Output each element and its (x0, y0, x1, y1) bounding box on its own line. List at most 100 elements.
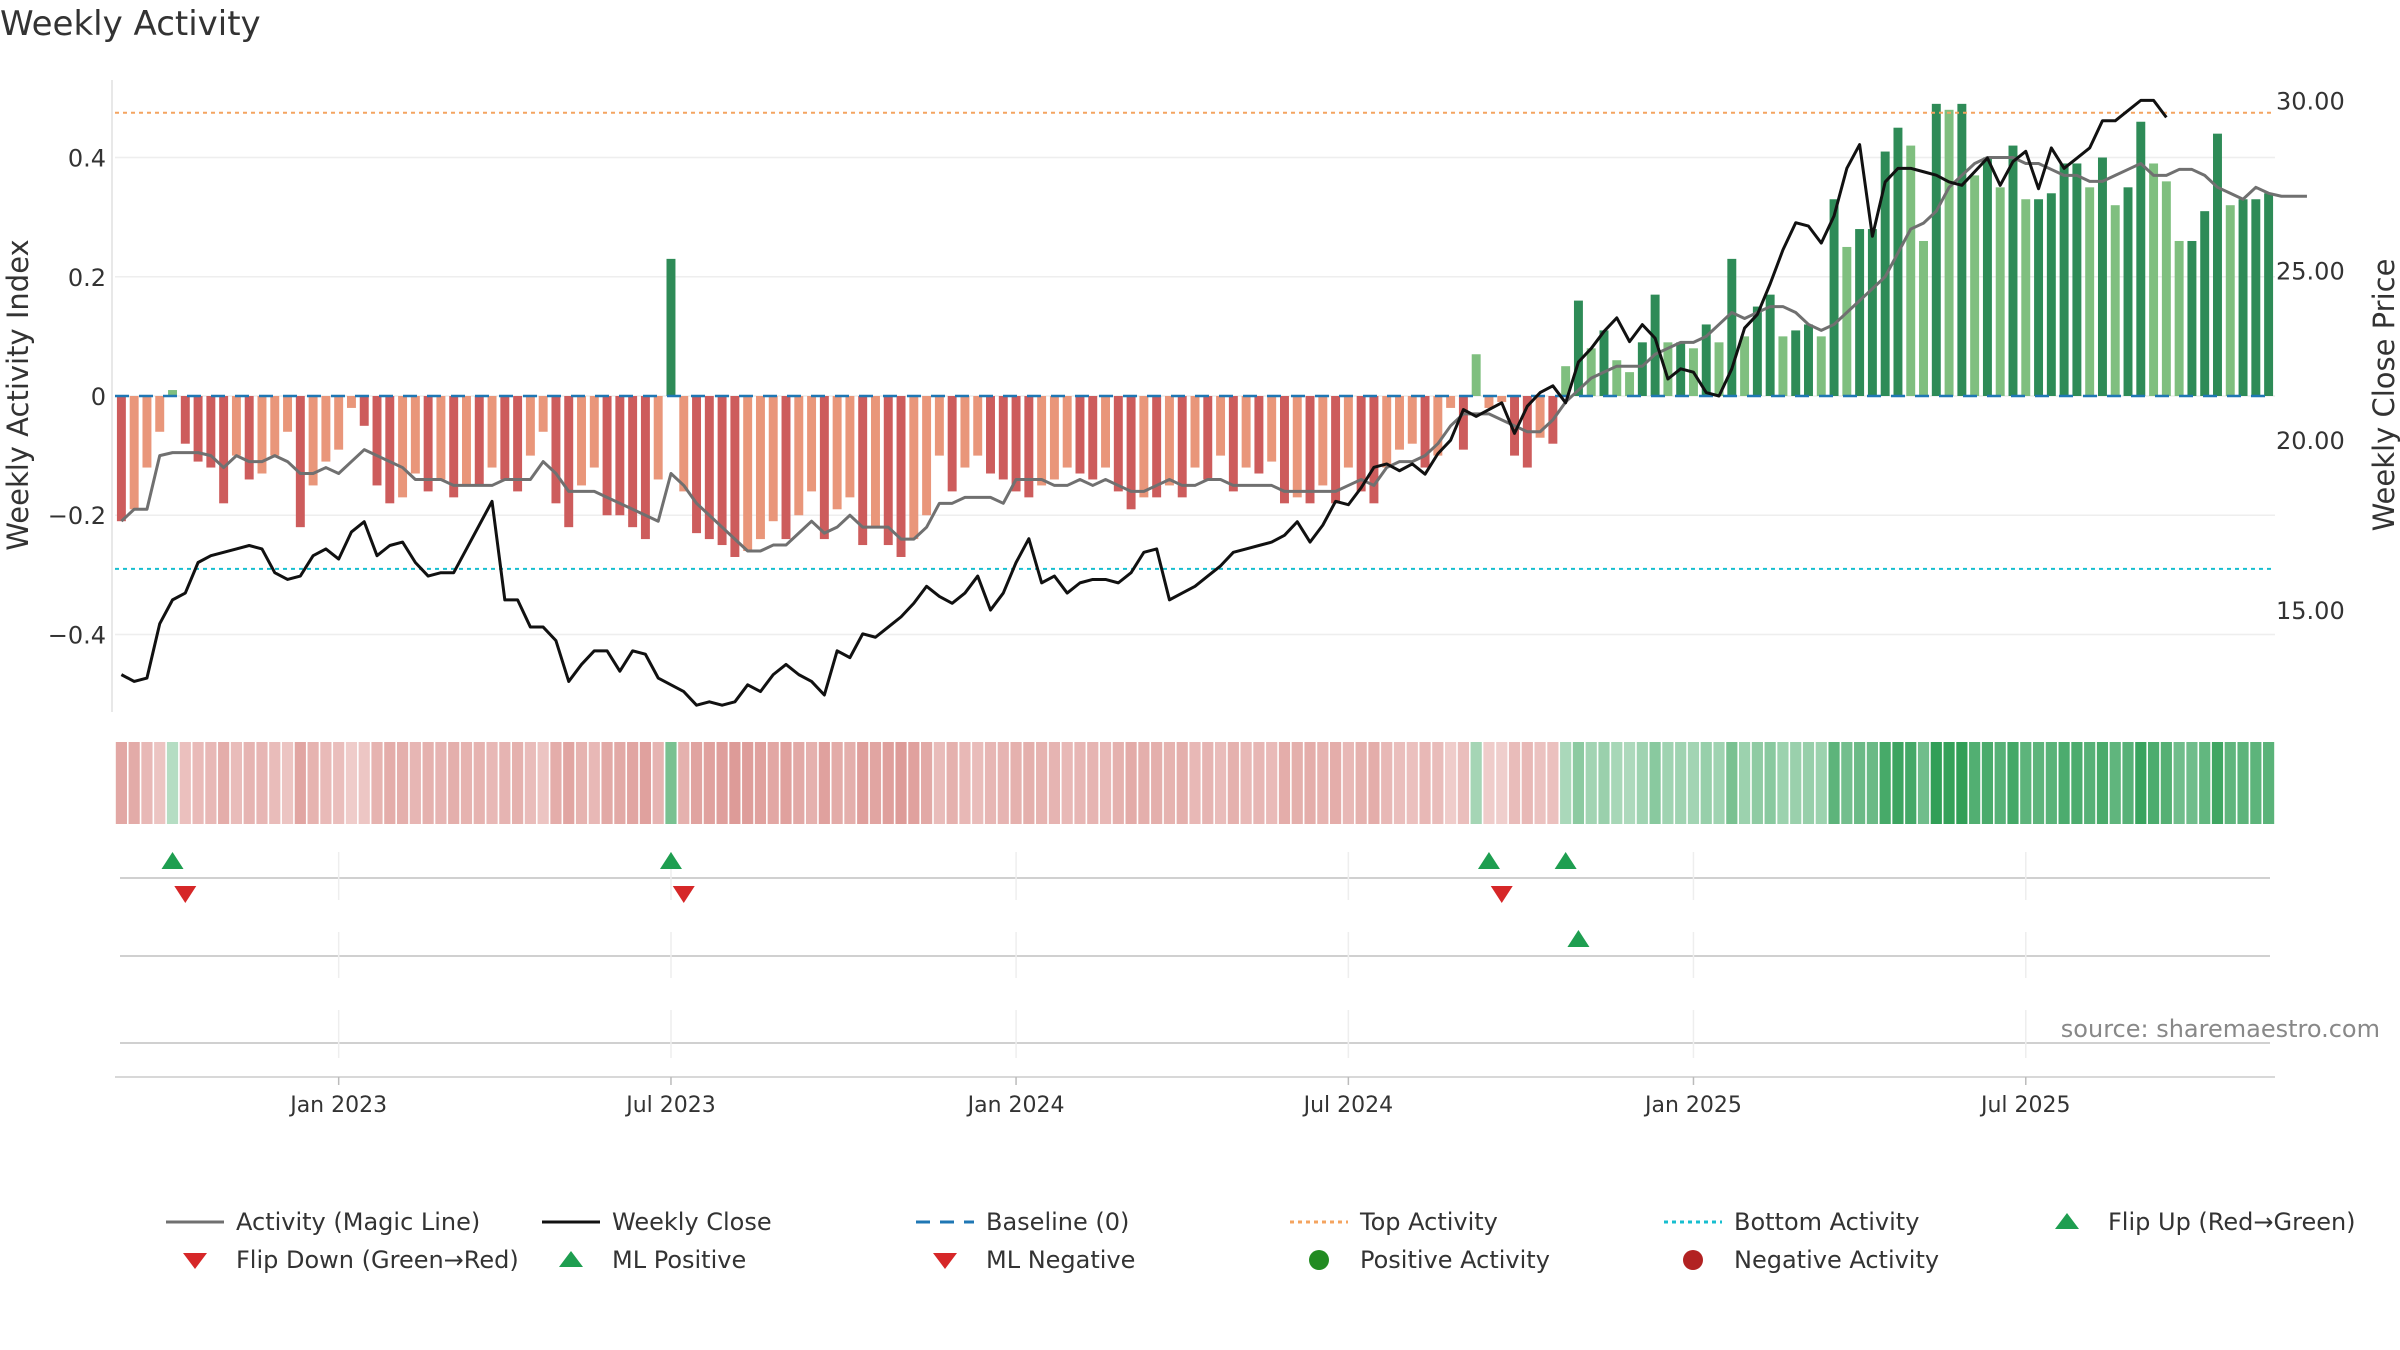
activity-bar (666, 258, 676, 396)
activity-bar (934, 396, 944, 456)
activity-bar (1982, 157, 1992, 396)
activity-bar (755, 396, 765, 540)
activity-strip-cell (2071, 742, 2083, 824)
activity-strip-cell (959, 742, 971, 824)
activity-bar (1241, 396, 1251, 468)
activity-bar (257, 396, 267, 474)
activity-strip-cell (1726, 742, 1738, 824)
activity-bar (2225, 205, 2235, 396)
activity-bar (1331, 396, 1341, 504)
activity-bar (1139, 396, 1149, 498)
activity-strip-cell (1304, 742, 1316, 824)
activity-bar (2200, 211, 2210, 396)
activity-strip-cell (742, 742, 754, 824)
activity-bar (551, 396, 561, 504)
activity-strip-cell (371, 742, 383, 824)
activity-strip-cell (537, 742, 549, 824)
activity-bar (1625, 372, 1635, 396)
activity-strip-cell (1355, 742, 1367, 824)
activity-strip-cell (780, 742, 792, 824)
activity-strip-cell (2263, 742, 2275, 824)
activity-strip-cell (2250, 742, 2262, 824)
activity-strip-cell (639, 742, 652, 824)
activity-bar (359, 396, 369, 426)
legend-item-close: Weekly Close (540, 1208, 772, 1236)
activity-strip-cell (1099, 742, 1112, 824)
activity-strip-cell (869, 742, 882, 824)
activity-strip-cell (1981, 742, 1994, 824)
activity-strip-cell (1905, 742, 1917, 824)
activity-bar (922, 396, 932, 516)
activity-strip-cell (115, 742, 127, 824)
legend-item-bottom: Bottom Activity (1662, 1208, 1919, 1236)
activity-bar (129, 396, 139, 510)
activity-bar (1663, 342, 1673, 396)
circle-icon (1309, 1250, 1329, 1270)
legend-label: ML Positive (612, 1246, 747, 1274)
activity-bar (436, 396, 446, 480)
legend-item-magic: Activity (Magic Line) (164, 1208, 480, 1236)
activity-bar (1318, 396, 1328, 486)
y2-axis-label: Weekly Close Price (2367, 259, 2400, 532)
activity-strip-cell (345, 742, 358, 824)
activity-strip-cell (409, 742, 421, 824)
activity-strip-cell (128, 742, 140, 824)
activity-strip-cell (805, 742, 818, 824)
activity-bar (1867, 229, 1877, 396)
activity-strip-cell (1815, 742, 1827, 824)
activity-strip-cell (1623, 742, 1636, 824)
activity-bar (2251, 199, 2261, 396)
activity-strip-cell (320, 742, 332, 824)
activity-bar (423, 396, 433, 492)
activity-strip-cell (1598, 742, 1610, 824)
activity-bar (640, 396, 650, 540)
activity-bar (2021, 199, 2031, 396)
activity-bar (1714, 342, 1724, 396)
activity-strip-cell (550, 742, 562, 824)
activity-bar (1816, 336, 1826, 396)
activity-strip-cell (1381, 742, 1393, 824)
activity-bar (2187, 240, 2197, 396)
activity-bar (2008, 145, 2018, 396)
legend-label: Flip Down (Green→Red) (236, 1246, 519, 1274)
activity-bar (1650, 294, 1660, 396)
activity-bar (1842, 246, 1852, 396)
activity-bar (577, 396, 586, 486)
weekly-activity-chart: −0.4 −0.2 0 0.2 0.4 15.00 20.00 25.00 30.00 Jan… (1, 80, 2400, 1118)
legend-label: Activity (Magic Line) (236, 1208, 481, 1236)
activity-bar (1970, 175, 1980, 396)
activity-bar (1612, 360, 1622, 396)
activity-strip-cell (205, 742, 217, 824)
activity-bar (1586, 348, 1596, 396)
activity-bar (947, 396, 957, 492)
activity-bar (1433, 396, 1443, 456)
activity-strip-cell (984, 742, 997, 824)
activity-strip-cell (793, 742, 805, 824)
activity-strip-cell (588, 742, 600, 824)
activity-strip-cell (1713, 742, 1725, 824)
activity-strip-cell (1342, 742, 1354, 824)
activity-strip-cell (192, 742, 204, 824)
activity-bar (1292, 396, 1302, 498)
activity-strip-cell (1176, 742, 1188, 824)
y-tick-label: −0.2 (48, 502, 106, 530)
activity-strip-cell (2109, 742, 2121, 824)
activity-strip-cell (1956, 742, 1968, 824)
activity-bar (1075, 396, 1085, 474)
source-label: source: sharemaestro.com (2060, 1015, 2380, 1043)
activity-strip-cell (1879, 742, 1891, 824)
activity-bar (628, 396, 638, 528)
activity-strip-cell (1777, 742, 1789, 824)
activity-strip-cell (1330, 742, 1342, 824)
page-title: Weekly Activity (0, 4, 261, 44)
activity-strip-cell (1969, 742, 1981, 824)
activity-strip-cell (1521, 742, 1533, 824)
activity-strip-cell (1036, 742, 1048, 824)
activity-strip-cell (1061, 742, 1073, 824)
activity-bar (1484, 396, 1494, 408)
activity-bar (1343, 396, 1353, 468)
legend-item-top: Top Activity (1288, 1208, 1498, 1236)
reference-lines (115, 111, 2275, 570)
activity-strip-cell (2224, 742, 2236, 824)
activity-bar (1228, 396, 1238, 492)
